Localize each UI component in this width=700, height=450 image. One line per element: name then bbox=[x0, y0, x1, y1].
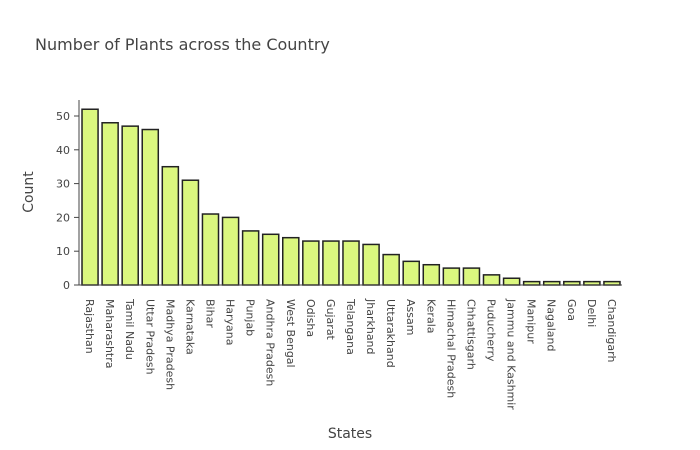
bar-punjab bbox=[241, 230, 260, 286]
x-tick-label: Madhya Pradesh bbox=[163, 299, 176, 390]
x-tick-label: Uttarakhand bbox=[384, 299, 397, 368]
bar-jharkhand bbox=[362, 243, 380, 286]
bar-madhya-pradesh bbox=[161, 165, 180, 286]
bar-kerala bbox=[422, 263, 441, 286]
bar-himachal-pradesh bbox=[442, 267, 461, 286]
bar-jammu-and-kashmir bbox=[502, 277, 521, 286]
x-tick-label: Haryana bbox=[224, 299, 237, 346]
x-tick-label: Andhra Pradesh bbox=[264, 299, 277, 386]
x-tick-label: Delhi bbox=[585, 299, 598, 327]
x-tick-label: Puducherry bbox=[485, 299, 498, 362]
y-tick-label: 40 bbox=[56, 144, 70, 157]
bar-nagaland bbox=[542, 280, 561, 286]
bar-rajasthan bbox=[81, 108, 99, 286]
bar-assam bbox=[402, 260, 421, 286]
y-axis-title: Count bbox=[21, 171, 37, 213]
x-tick-label: Goa bbox=[565, 299, 578, 321]
x-tick-label: Maharashtra bbox=[103, 299, 116, 369]
bars-group bbox=[81, 108, 621, 286]
bar-haryana bbox=[221, 216, 240, 286]
y-tick-label: 30 bbox=[56, 178, 70, 191]
x-tick-label: Rajasthan bbox=[83, 299, 96, 354]
bar-west-bengal bbox=[282, 236, 300, 286]
x-tick-label: West Bengal bbox=[284, 299, 297, 368]
x-tick-label: Assam bbox=[404, 299, 417, 335]
bar-telangana bbox=[342, 240, 360, 286]
x-tick-label: Chandigarh bbox=[605, 299, 618, 362]
x-tick-label: Karnataka bbox=[183, 299, 196, 355]
y-tick-label: 50 bbox=[56, 110, 70, 123]
bar-goa bbox=[563, 280, 581, 286]
x-tick-label: Jammu and Kashmir bbox=[505, 298, 518, 410]
y-axis: 0 10 20 30 40 50 bbox=[56, 100, 80, 292]
bar-odisha bbox=[302, 240, 320, 286]
x-tick-label: Telangana bbox=[344, 298, 357, 355]
bar-gujarat bbox=[322, 240, 340, 286]
chart-title: Number of Plants across the Country bbox=[35, 35, 330, 54]
y-tick-label: 20 bbox=[56, 211, 70, 224]
x-tick-label: Himachal Pradesh bbox=[444, 299, 457, 398]
x-tick-label: Manipur bbox=[525, 299, 538, 344]
bar-tamil-nadu bbox=[121, 125, 139, 286]
x-tick-label: Chhattisgarh bbox=[464, 299, 477, 370]
x-axis-title: States bbox=[328, 426, 372, 442]
x-tick-label: Odisha bbox=[304, 299, 317, 337]
x-tick-label: Gujarat bbox=[324, 299, 337, 341]
y-tick-label: 10 bbox=[56, 245, 70, 258]
x-tick-label: Jharkhand bbox=[364, 298, 377, 355]
bar-karnataka bbox=[181, 179, 200, 286]
bar-chandigarh bbox=[603, 280, 621, 286]
y-tick-label: 0 bbox=[63, 279, 70, 292]
bar-delhi bbox=[583, 280, 601, 286]
x-tick-label: Nagaland bbox=[545, 299, 558, 351]
x-tick-labels: Rajasthan Maharashtra Tamil Nadu Uttar Prad… bbox=[83, 298, 618, 410]
bar-chhattisgarh bbox=[462, 267, 481, 286]
x-tick-label: Tamil Nadu bbox=[123, 298, 136, 360]
bar-bihar bbox=[201, 213, 220, 286]
x-tick-label: Bihar bbox=[203, 299, 216, 328]
bar-puducherry bbox=[482, 274, 501, 286]
bar-uttarakhand bbox=[382, 253, 400, 286]
bar-uttar-pradesh bbox=[141, 128, 160, 286]
x-tick-label: Uttar Pradesh bbox=[143, 299, 156, 375]
bar-andhra-pradesh bbox=[261, 233, 280, 286]
x-tick-label: Punjab bbox=[244, 299, 257, 336]
bar-manipur bbox=[522, 280, 541, 286]
bar-maharashtra bbox=[101, 122, 119, 286]
x-tick-label: Kerala bbox=[424, 299, 437, 334]
